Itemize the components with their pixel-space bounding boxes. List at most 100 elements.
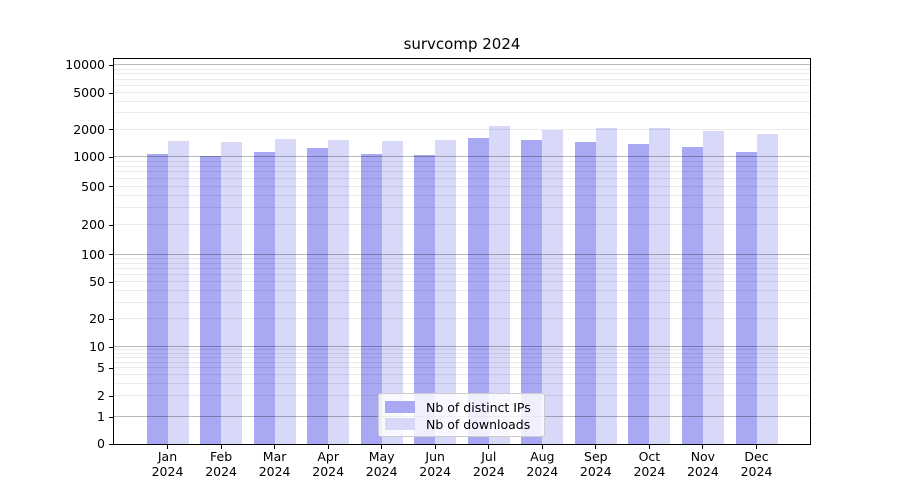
x-tick-month: Mar [262, 449, 287, 464]
bar-downloads-feb [221, 142, 243, 444]
x-tick-year: 2024 [686, 463, 719, 479]
legend-item-distinct-ips: Nb of distinct IPs [385, 399, 537, 415]
minor-gridline-600 [114, 177, 810, 179]
minor-gridline-200 [114, 224, 810, 226]
x-tick-mark-sep [595, 445, 597, 449]
y-tick-label-2: 2 [97, 388, 105, 404]
minor-gridline-8000 [114, 73, 810, 75]
x-tick-year: 2024 [740, 463, 773, 479]
x-tick-label-apr: Apr 2024 [296, 449, 360, 479]
y-tick-mark-0 [109, 443, 113, 445]
y-tick-mark-200 [109, 224, 113, 226]
legend: Nb of distinct IPs Nb of downloads [378, 393, 545, 437]
x-tick-mark-oct [648, 445, 650, 449]
legend-swatch-distinct-ips [385, 401, 415, 413]
x-tick-month: Feb [210, 449, 233, 464]
minor-gridline-20 [114, 318, 810, 320]
x-tick-label-oct: Oct 2024 [617, 449, 681, 479]
x-tick-year: 2024 [419, 463, 452, 479]
minor-gridline-4000 [114, 100, 810, 102]
x-tick-label-mar: Mar 2024 [243, 449, 307, 479]
y-tick-mark-2000 [109, 129, 113, 131]
minor-gridline-5000 [114, 92, 810, 93]
minor-gridline-90 [114, 257, 810, 259]
x-tick-year: 2024 [365, 463, 398, 479]
y-tick-label-50: 50 [89, 274, 105, 290]
x-tick-mark-dec [755, 445, 758, 449]
minor-gridline-5 [114, 367, 810, 369]
y-tick-label-1: 1 [97, 409, 105, 425]
bar-ips-sep [574, 141, 596, 444]
x-tick-year: 2024 [205, 463, 237, 479]
y-tick-label-500: 500 [81, 178, 105, 194]
major-gridline-1000 [114, 156, 810, 158]
bar-ips-dec [735, 151, 757, 444]
y-tick-label-1000: 1000 [73, 149, 105, 165]
minor-gridline-4 [114, 374, 810, 375]
minor-gridline-500 [114, 185, 810, 187]
x-tick-label-jul: Jul 2024 [457, 449, 521, 479]
legend-item-downloads: Nb of downloads [385, 416, 537, 432]
legend-label-downloads: Nb of downloads [426, 416, 531, 432]
x-tick-mark-jun [434, 445, 436, 449]
minor-gridline-3000 [114, 112, 810, 114]
y-tick-label-5: 5 [97, 360, 105, 376]
x-tick-label-aug: Aug 2024 [510, 449, 574, 479]
plot-area [113, 58, 811, 445]
y-tick-mark-10000 [109, 64, 113, 66]
bar-downloads-jun [435, 139, 457, 444]
x-tick-label-nov: Nov 2024 [671, 449, 735, 479]
x-tick-mark-mar [274, 445, 276, 449]
x-tick-label-dec: Dec 2024 [725, 449, 789, 479]
bar-ips-feb [200, 156, 222, 444]
y-tick-mark-1000 [109, 156, 113, 158]
x-tick-year: 2024 [633, 463, 666, 479]
bar-ips-may [360, 153, 382, 444]
major-gridline-10 [114, 346, 810, 347]
y-tick-mark-5000 [109, 92, 113, 94]
minor-gridline-7 [114, 356, 810, 358]
x-tick-label-sep: Sep 2024 [564, 449, 628, 479]
bar-downloads-aug [542, 130, 564, 444]
bar-downloads-oct [649, 127, 671, 444]
x-tick-mark-apr [327, 445, 329, 449]
minor-gridline-7000 [114, 78, 810, 80]
y-tick-label-20: 20 [89, 311, 105, 327]
y-tick-label-5000: 5000 [73, 85, 105, 100]
major-gridline-100 [114, 253, 810, 255]
x-tick-year: 2024 [472, 463, 505, 479]
bar-ips-jan [146, 154, 168, 444]
y-tick-mark-2 [109, 395, 113, 397]
x-tick-year: 2024 [579, 463, 612, 479]
bar-downloads-dec [756, 134, 778, 444]
minor-gridline-40 [114, 290, 810, 292]
minor-gridline-8 [114, 352, 810, 354]
plot-canvas [114, 59, 810, 444]
x-tick-mark-feb [220, 445, 222, 449]
y-tick-mark-1 [109, 416, 113, 418]
y-tick-mark-5 [109, 367, 113, 369]
bar-downloads-apr [328, 140, 350, 444]
bar-ips-jul [467, 138, 489, 444]
minor-gridline-2000 [114, 128, 810, 130]
minor-gridline-9 [114, 349, 810, 351]
minor-gridline-3 [114, 382, 810, 384]
x-tick-month: Oct [638, 449, 661, 464]
x-tick-month: Aug [530, 449, 555, 464]
chart-title: survcomp 2024 [403, 35, 521, 53]
x-tick-month: Apr [317, 449, 339, 464]
bar-ips-aug [521, 140, 543, 444]
y-tick-mark-500 [109, 186, 113, 188]
y-tick-label-10: 10 [89, 339, 105, 354]
y-tick-label-10000: 10000 [65, 57, 105, 73]
x-tick-label-jan: Jan 2024 [136, 449, 200, 479]
y-tick-mark-20 [109, 318, 113, 320]
y-tick-label-0: 0 [97, 436, 105, 451]
y-tick-label-2000: 2000 [73, 121, 105, 137]
x-tick-label-feb: Feb 2024 [189, 449, 253, 479]
minor-gridline-80 [114, 262, 810, 264]
y-tick-label-100: 100 [81, 246, 105, 262]
y-tick-mark-100 [109, 254, 113, 256]
minor-gridline-70 [114, 267, 810, 269]
